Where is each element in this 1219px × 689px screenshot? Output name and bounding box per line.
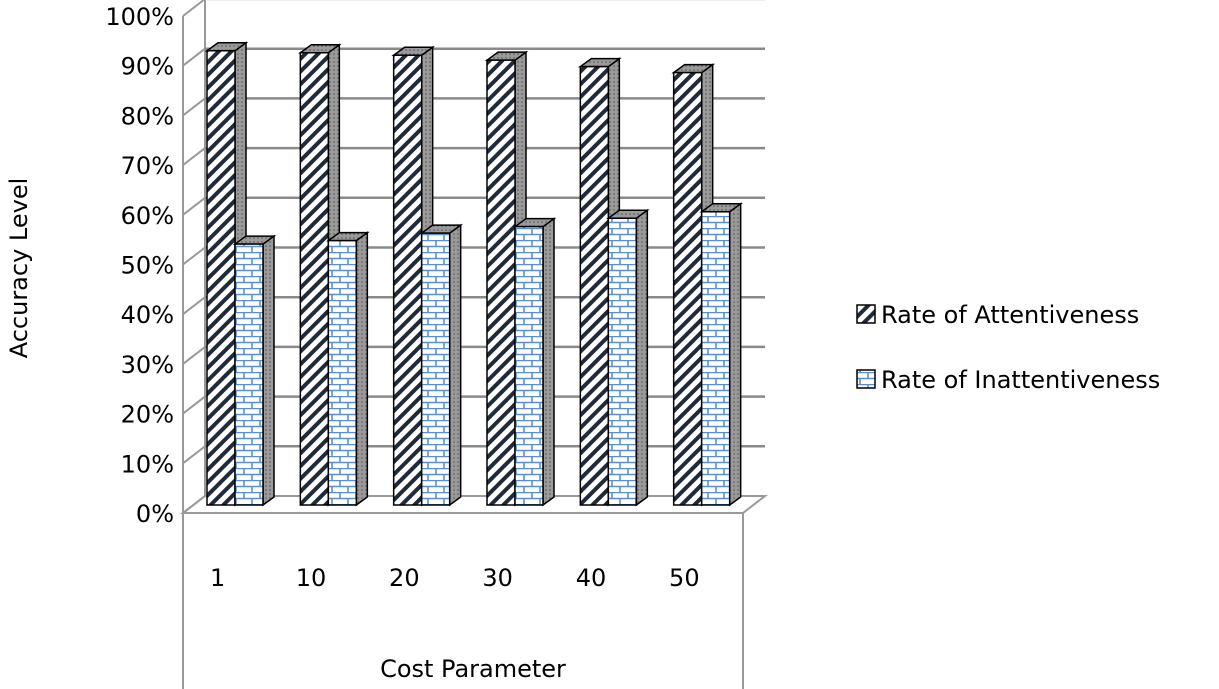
y-tick-label: 30% bbox=[121, 351, 174, 379]
y-tick-label: 60% bbox=[121, 202, 174, 230]
bar-inattentiveness bbox=[514, 225, 544, 506]
y-tick-label: 100% bbox=[105, 3, 174, 31]
bars bbox=[204, 41, 743, 507]
y-tick-label: 70% bbox=[121, 152, 174, 180]
legend-swatch-attentiveness bbox=[856, 304, 876, 324]
bar-attentiveness bbox=[486, 59, 516, 506]
bar-inattentiveness bbox=[607, 217, 638, 506]
x-tick-label: 10 bbox=[296, 564, 327, 592]
side-gridline bbox=[182, 197, 206, 216]
side-gridline bbox=[182, 296, 206, 315]
y-tick-label: 40% bbox=[121, 301, 174, 329]
x-axis-label: Cost Parameter bbox=[380, 655, 566, 683]
legend-label-inattentiveness: Rate of Inattentiveness bbox=[881, 366, 1160, 394]
y-tick-label: 10% bbox=[121, 450, 174, 478]
axes: 0% 10% 20% 30% 40% 50% 60% 70% 80% 90% 100% 1 10 20 30… bbox=[105, 3, 768, 689]
y-tick-label: 90% bbox=[121, 53, 174, 81]
side-gridline bbox=[182, 47, 206, 67]
side-gridline bbox=[182, 0, 206, 17]
side-gridline bbox=[182, 97, 206, 117]
bar-attentiveness bbox=[579, 65, 610, 506]
bar-attentiveness bbox=[392, 54, 423, 506]
x-tick-label: 40 bbox=[576, 564, 607, 592]
side-gridline bbox=[182, 395, 206, 415]
bar-inattentiveness bbox=[420, 232, 451, 506]
side-gridline bbox=[182, 246, 206, 266]
x-tick-label: 20 bbox=[389, 564, 420, 592]
y-axis-label: Accuracy Level bbox=[5, 178, 33, 359]
bar-side bbox=[355, 231, 369, 507]
side-gridline bbox=[182, 147, 206, 166]
x-tick-label: 1 bbox=[210, 564, 225, 592]
bar-inattentiveness bbox=[234, 243, 264, 506]
side-gridline bbox=[182, 445, 206, 465]
bar-side bbox=[728, 202, 742, 507]
bar-attentiveness bbox=[672, 71, 703, 506]
bar-attentiveness bbox=[206, 49, 236, 506]
y-tick-label: 20% bbox=[121, 401, 174, 429]
bar-side bbox=[448, 223, 462, 507]
bar-side bbox=[262, 234, 275, 507]
y-tick-label: 50% bbox=[121, 252, 174, 280]
x-tick-label: 30 bbox=[482, 564, 513, 592]
bar-side bbox=[542, 217, 555, 507]
y-tick-label: 80% bbox=[121, 102, 174, 130]
bar-inattentiveness bbox=[700, 211, 731, 506]
x-tick-label: 50 bbox=[669, 564, 700, 592]
y-tick-label: 0% bbox=[136, 500, 174, 528]
bar-attentiveness bbox=[299, 51, 330, 506]
gridlines bbox=[182, 0, 765, 514]
legend-label-attentiveness: Rate of Attentiveness bbox=[881, 301, 1139, 329]
bar-inattentiveness bbox=[327, 239, 358, 506]
side-gridline bbox=[182, 346, 206, 365]
floor bbox=[180, 495, 768, 514]
legend: Rate of Attentiveness Rate of Inattentiv… bbox=[856, 301, 1160, 394]
bar-side bbox=[635, 208, 649, 507]
legend-swatch-inattentiveness bbox=[856, 369, 876, 389]
